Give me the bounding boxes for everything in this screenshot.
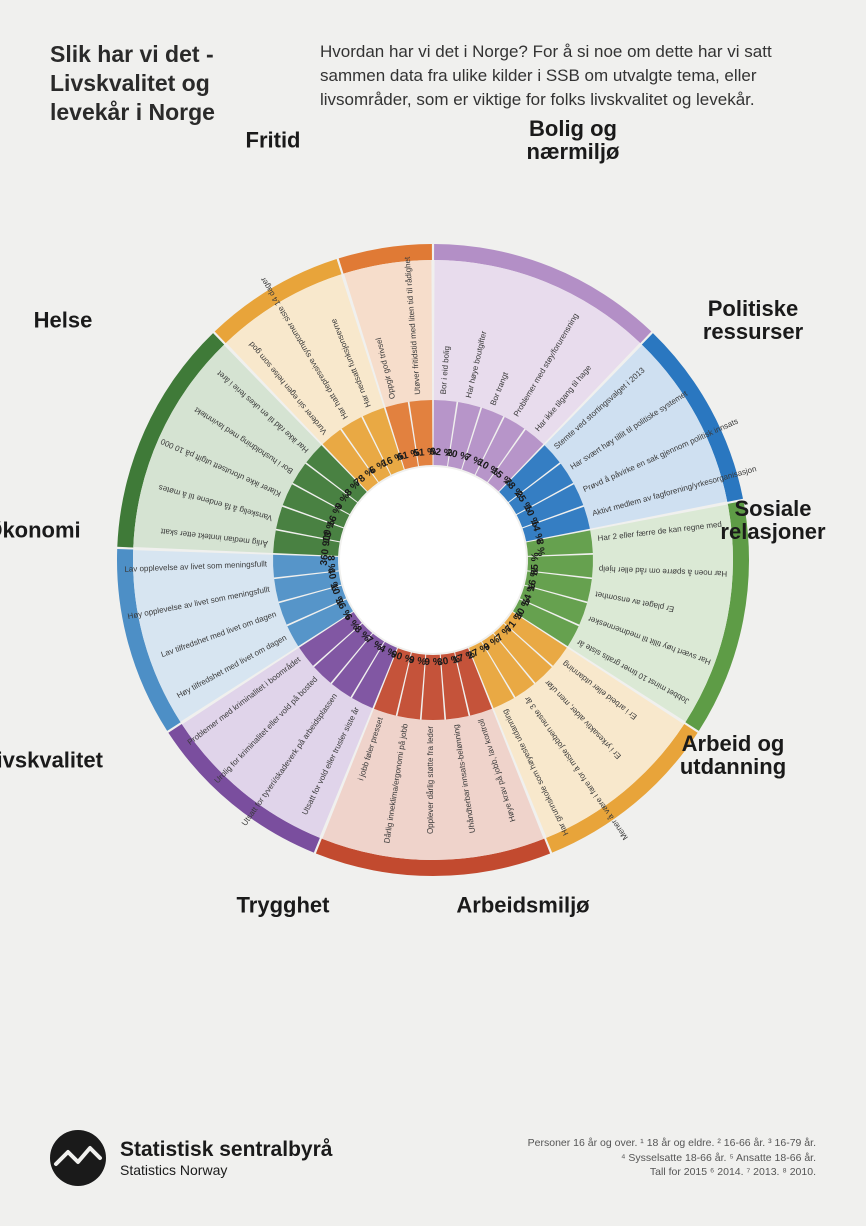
category-label: Politiskeressurser [703, 297, 803, 343]
item-value: 9 % [424, 657, 441, 668]
category-label: Fritid [246, 128, 301, 151]
logo-main-text: Statistisk sentralbyrå [120, 1138, 332, 1162]
category-label: Helse [34, 308, 93, 331]
item-value: 51 % [413, 446, 437, 459]
center-hole [340, 467, 526, 653]
page-title: Slik har vi det - Livskvalitet og levekå… [50, 40, 290, 126]
radial-chart: 82 %Bor i eid bolig20 %Har høye boutgift… [73, 200, 793, 920]
footnotes: Personer 16 år og over. ¹ 18 år og eldre… [528, 1136, 816, 1180]
ssb-logo-icon [50, 1130, 106, 1186]
footnote-line: Personer 16 år og over. ¹ 18 år og eldre… [528, 1136, 816, 1151]
category-label: Sosialerelasjoner [720, 497, 825, 543]
item-label: Opplever dårlig støtte fra leder [426, 726, 435, 834]
category-label: Trygghet [237, 893, 330, 916]
footnote-line: ⁴ Sysselsatte 18-66 år. ⁵ Ansatte 18-66 … [528, 1151, 816, 1166]
category-label: Arbeidsmiljø [456, 893, 589, 916]
category-label: Livskvalitet [0, 748, 103, 771]
footnote-line: Tall for 2015 ⁶ 2014. ⁷ 2013. ⁸ 2010. [528, 1165, 816, 1180]
logo-sub-text: Statistics Norway [120, 1162, 332, 1178]
category-label: Arbeid ogutdanning [680, 732, 786, 778]
category-label: Bolig ognærmiljø [527, 117, 620, 163]
category-label: Økonomi [0, 518, 81, 541]
ssb-logo: Statistisk sentralbyrå Statistics Norway [50, 1130, 332, 1186]
intro-text: Hvordan har vi det i Norge? For å si noe… [320, 40, 816, 126]
